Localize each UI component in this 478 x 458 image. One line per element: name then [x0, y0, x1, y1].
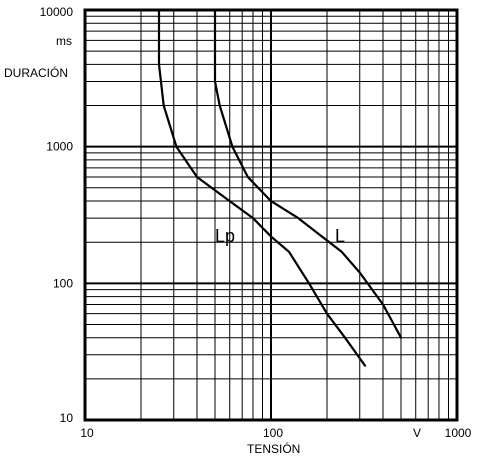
x-axis-label: TENSIÓN [247, 441, 300, 456]
y-unit-label: ms [56, 34, 72, 48]
x-tick-label: 1000 [445, 426, 472, 440]
y-axis-label: DURACIÓN [4, 65, 68, 80]
y-tick-label: 100 [53, 276, 73, 290]
y-tick-label: 10 [60, 411, 74, 425]
y-tick-label: 10000 [40, 5, 74, 19]
x-tick-labels: 10 100 1000 [80, 426, 471, 440]
series-label-lp: Lp [215, 226, 235, 246]
y-tick-label: 1000 [46, 140, 73, 154]
x-tick-label: 100 [263, 426, 283, 440]
x-tick-label: 10 [80, 426, 94, 440]
series-line-l [213, 8, 403, 339]
y-tick-labels: 10 100 1000 10000 [40, 5, 74, 425]
x-unit-label: V [413, 426, 421, 440]
series-layer [157, 8, 403, 367]
series-label-l: L [335, 226, 345, 246]
series-line-lp [157, 8, 367, 367]
plot-frame [83, 8, 459, 422]
